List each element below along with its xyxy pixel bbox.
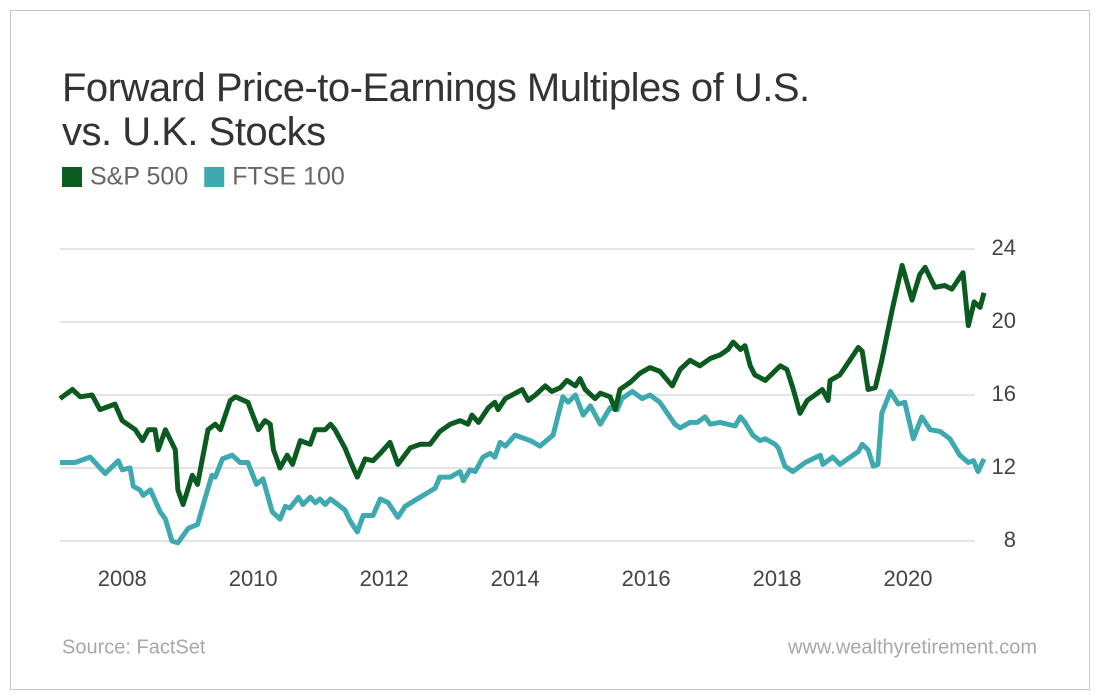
series-line bbox=[58, 262, 987, 507]
y-tick-label: 8 bbox=[1004, 527, 1016, 552]
website: www.wealthyretirement.com bbox=[787, 636, 1037, 658]
y-tick-label: 20 bbox=[992, 308, 1016, 333]
legend-swatch bbox=[204, 167, 225, 187]
legend-label: S&P 500 bbox=[90, 163, 188, 191]
y-tick-label: 24 bbox=[992, 235, 1016, 260]
x-tick-label: 2020 bbox=[884, 566, 933, 591]
chart-title: Forward Price-to-Earnings Multiples of U… bbox=[62, 66, 810, 154]
legend-label: FTSE 100 bbox=[232, 163, 345, 191]
x-tick-label: 2014 bbox=[491, 566, 540, 591]
x-tick-label: 2018 bbox=[753, 566, 802, 591]
series-line bbox=[60, 388, 987, 546]
x-tick-label: 2008 bbox=[98, 566, 147, 591]
card-border bbox=[10, 10, 1090, 690]
x-tick-label: 2010 bbox=[229, 566, 278, 591]
source: Source: FactSet bbox=[62, 636, 206, 658]
legend-swatch bbox=[62, 167, 82, 187]
x-tick-label: 2016 bbox=[622, 566, 671, 591]
x-tick-label: 2012 bbox=[360, 566, 409, 591]
y-tick-label: 16 bbox=[992, 381, 1016, 406]
y-tick-label: 12 bbox=[992, 454, 1016, 479]
